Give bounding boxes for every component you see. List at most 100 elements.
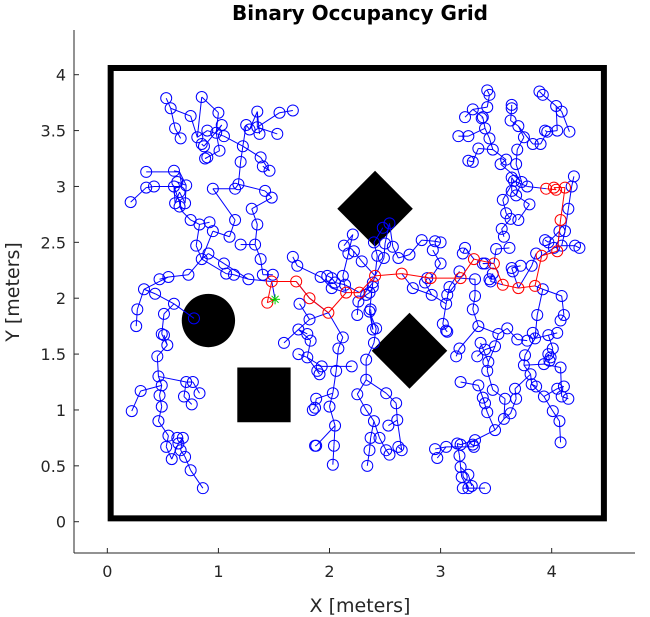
tree-edge — [234, 183, 239, 189]
tree-node — [450, 350, 463, 363]
tree-node — [367, 415, 380, 428]
tree-node — [475, 112, 488, 125]
tree-node — [210, 126, 223, 139]
tree-edge — [461, 476, 469, 489]
y-tick-label: 2 — [56, 289, 66, 308]
path-node — [551, 245, 564, 258]
tree-node — [534, 137, 547, 150]
tree-node — [162, 270, 175, 283]
tree-node — [505, 262, 518, 275]
tree-node — [542, 329, 555, 342]
tree-edge — [517, 204, 530, 221]
path-node — [467, 253, 480, 266]
tree-node — [251, 218, 264, 231]
tree-node — [483, 132, 496, 145]
path-node — [353, 286, 366, 299]
tree-edge — [542, 94, 557, 107]
tree-node — [303, 313, 316, 326]
tree-node — [530, 247, 543, 260]
tree-node — [364, 431, 377, 444]
y-tick-label: 1 — [56, 401, 66, 420]
tree-node — [562, 202, 575, 215]
tree-node — [292, 348, 305, 361]
tree-edge — [374, 255, 378, 276]
tree-node — [479, 482, 492, 495]
tree-node — [505, 98, 518, 111]
tree-edge — [190, 470, 204, 489]
tree-node — [456, 482, 469, 495]
tree-node — [563, 125, 576, 138]
tree-node — [199, 152, 212, 165]
tree-node — [147, 180, 160, 193]
tree-node — [497, 230, 510, 243]
tree-edge — [480, 342, 489, 363]
tree-node — [371, 249, 384, 262]
tree-node — [360, 403, 373, 416]
tree-node — [539, 234, 552, 247]
circle-obstacle — [181, 293, 236, 348]
tree-node — [347, 245, 360, 258]
tree-edge — [314, 398, 317, 408]
tree-node — [503, 241, 516, 254]
tree-edge — [260, 259, 264, 275]
tree-node — [462, 482, 475, 495]
tree-node — [536, 88, 549, 101]
tree-edge — [332, 370, 337, 394]
tree-node — [240, 118, 253, 131]
tree-node — [370, 322, 383, 335]
tree-node — [376, 221, 389, 234]
tree-node — [429, 443, 442, 456]
square-obstacle — [237, 367, 291, 423]
tree-node — [380, 444, 393, 457]
tree-node — [486, 383, 499, 396]
tree-node — [212, 106, 225, 119]
tree-edge — [543, 396, 554, 412]
tree-edge — [157, 376, 163, 386]
tree-edge — [460, 277, 476, 280]
tree-node — [524, 368, 537, 381]
path-node — [290, 275, 303, 288]
tree-node — [511, 143, 524, 156]
y-axis-label: Y [meters] — [2, 242, 24, 343]
tree-edge — [170, 108, 176, 129]
x-tick-label: 0 — [102, 562, 112, 581]
tree-node — [496, 193, 509, 206]
tree-node — [332, 342, 345, 355]
tree-node — [415, 234, 428, 247]
path-segment — [359, 275, 376, 293]
tree-edge — [335, 348, 339, 371]
tree-edge — [510, 120, 519, 127]
tree-edge — [552, 410, 560, 422]
tree-node — [479, 343, 492, 356]
tree-edge — [531, 383, 545, 397]
tree-edge — [503, 398, 506, 419]
tree-edge — [561, 111, 570, 132]
path-segment — [267, 298, 276, 304]
tree-edge — [515, 163, 523, 183]
tree-edge — [131, 390, 142, 412]
path-segment — [401, 273, 431, 279]
tree-node — [554, 314, 567, 327]
tree-node — [329, 419, 342, 432]
tree-edge — [157, 406, 163, 422]
tree-node — [202, 247, 215, 260]
tree-edge — [493, 248, 497, 264]
tree-node — [505, 184, 518, 197]
tree-node — [259, 184, 272, 197]
tree-edge — [165, 446, 173, 460]
tree-node — [195, 137, 208, 150]
tree-node — [187, 312, 200, 325]
tree-edge — [365, 409, 375, 422]
tree-edge — [223, 263, 249, 280]
tree-node — [373, 431, 386, 444]
tree-node — [482, 355, 495, 368]
tree-node — [266, 268, 279, 281]
tree-edge — [309, 312, 329, 320]
tree-node — [512, 213, 525, 226]
tree-edge — [204, 156, 208, 159]
plot-area — [74, 30, 635, 553]
tree-node — [500, 153, 513, 166]
tree-edge — [561, 295, 565, 316]
tree-node — [293, 297, 306, 310]
tree-node — [310, 392, 323, 405]
